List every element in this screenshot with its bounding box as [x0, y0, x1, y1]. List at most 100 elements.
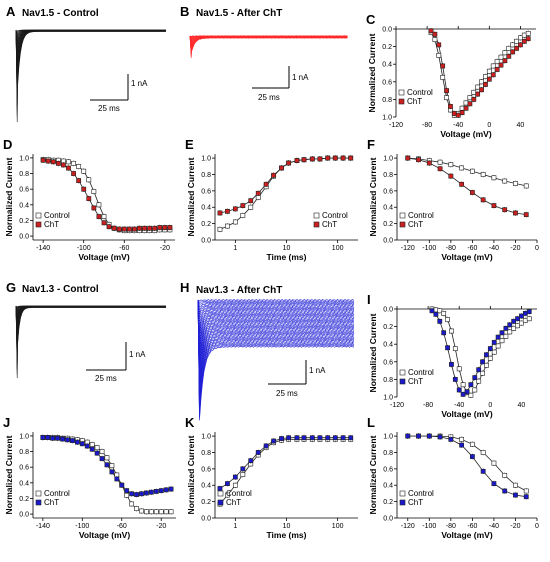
cht-point — [452, 376, 458, 382]
y-tick-label: 1.0 — [383, 434, 393, 441]
control-point — [139, 508, 144, 514]
control-point — [483, 74, 488, 79]
cht-point — [445, 345, 450, 351]
y-axis-label: Normalized Current — [368, 435, 378, 514]
cht-point — [510, 49, 516, 55]
legend-label: ChT — [322, 220, 337, 229]
control-point — [456, 366, 462, 372]
control-point — [232, 219, 238, 225]
cht-point — [157, 225, 163, 230]
cht-point — [480, 359, 485, 365]
x-axis-label: Voltage (mV) — [78, 252, 129, 262]
y-tick-label: 0.0 — [382, 27, 392, 34]
control-point — [445, 317, 450, 322]
cht-point — [456, 387, 462, 393]
control-point — [459, 436, 465, 442]
x-tick-label: 0 — [487, 122, 491, 129]
current-trace — [197, 299, 355, 325]
cht-point — [332, 435, 338, 441]
y-tick-label: 0.6 — [19, 187, 29, 194]
control-point — [480, 370, 485, 376]
y-tick-label: 0.4 — [383, 205, 393, 212]
legend-label: Control — [408, 211, 434, 220]
plot-panel-e: E 0.0 0.2 0.4 0.6 0.8 1.0 1 10 100 Time (ms) Normal… — [185, 137, 358, 262]
cht-point — [294, 435, 300, 441]
fit-curve — [219, 437, 351, 489]
x-tick-label: -120 — [401, 523, 415, 530]
current-trace — [197, 299, 355, 361]
legend-label: ChT — [407, 97, 422, 106]
cht-point — [348, 155, 354, 161]
plot-panel-i: I 0.0 0.2 0.4 0.6 0.8 1.0-120 -80 -40 0 40 Voltage … — [367, 292, 537, 419]
legend-label: ChT — [408, 498, 423, 507]
cht-point — [74, 439, 80, 445]
y-tick-label: 0.8 — [201, 172, 211, 179]
control-point — [486, 68, 492, 74]
y-tick-label: 0.2 — [383, 221, 393, 228]
current-trace — [15, 29, 166, 59]
control-point — [452, 346, 458, 351]
cht-point — [163, 487, 169, 493]
cht-point — [502, 58, 508, 64]
legend-swatch — [217, 490, 224, 497]
control-point — [86, 177, 92, 183]
cht-point — [525, 36, 531, 42]
current-trace — [15, 305, 166, 342]
x-tick-label: -100 — [77, 245, 91, 252]
cht-point — [479, 87, 484, 93]
control-point — [240, 472, 246, 477]
y-tick-label: 0.0 — [383, 516, 393, 523]
cht-point — [340, 435, 346, 441]
cht-point — [513, 210, 518, 216]
y-tick-label: 0.8 — [382, 97, 392, 104]
legend-label: ChT — [226, 498, 241, 507]
cht-point — [286, 160, 292, 166]
current-trace — [197, 299, 355, 336]
cht-point — [502, 488, 508, 494]
x-tick-label: -120 — [389, 122, 403, 129]
x-tick-label: 40 — [517, 122, 525, 129]
control-point — [94, 445, 100, 451]
cht-point — [217, 486, 223, 491]
current-trace — [197, 299, 355, 315]
panel-letter: I — [367, 292, 371, 307]
control-point — [441, 310, 447, 316]
control-point — [494, 59, 500, 64]
current-trace — [15, 305, 166, 346]
cht-point — [225, 208, 230, 214]
control-point — [144, 509, 149, 515]
y-axis-label: Normalized Current — [367, 33, 377, 112]
panel-title-h: Nav1.3 - After ChT — [196, 285, 282, 296]
cht-point — [225, 481, 230, 486]
legend-swatch — [398, 89, 405, 96]
cht-point — [433, 311, 439, 317]
legend-swatch — [313, 212, 320, 219]
cht-point — [490, 72, 496, 78]
current-trace — [197, 299, 355, 342]
current-trace — [15, 305, 166, 324]
current-trace — [189, 35, 348, 57]
cht-point — [148, 489, 154, 495]
control-point — [513, 482, 518, 488]
cht-point — [104, 462, 110, 468]
control-point — [495, 343, 501, 349]
control-point — [459, 165, 465, 171]
control-point — [436, 52, 442, 58]
panel-letter-h: H — [180, 280, 189, 295]
cht-point — [437, 166, 443, 172]
x-tick-label: -60 — [467, 245, 477, 252]
cht-point — [491, 481, 497, 486]
control-point — [521, 32, 527, 38]
current-trace — [15, 29, 166, 123]
cht-point — [491, 340, 497, 345]
current-trace — [197, 299, 355, 346]
current-trace — [197, 299, 355, 406]
control-point — [472, 387, 478, 393]
control-point — [124, 492, 130, 498]
cht-point — [426, 433, 432, 439]
cht-point — [436, 42, 442, 48]
x-tick-label: -60 — [467, 523, 477, 530]
legend-label: ChT — [408, 220, 423, 229]
control-point — [499, 338, 505, 344]
legend-swatch — [399, 369, 406, 376]
